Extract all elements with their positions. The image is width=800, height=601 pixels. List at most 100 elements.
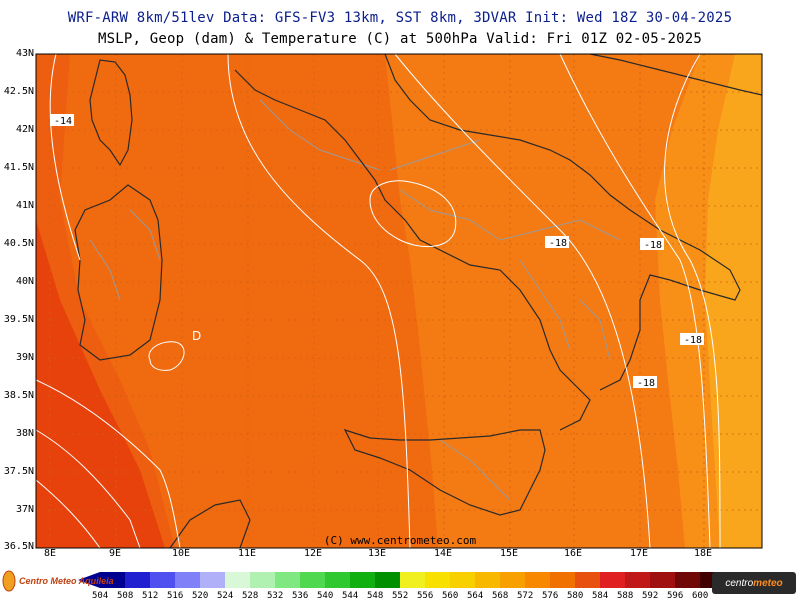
colorbar-label: 600 (692, 591, 709, 601)
graticule (36, 54, 762, 548)
corsica-coast (89, 59, 133, 167)
lat-label-43: 43N (15, 48, 34, 59)
lat-label-41-5: 41.5N (3, 162, 34, 173)
lat-label-37: 37N (15, 504, 34, 515)
colorbar-cell (350, 572, 376, 588)
geopotential-contours (35, 53, 721, 549)
colorbar-cell (200, 572, 226, 588)
colorbar-label: 536 (292, 591, 309, 601)
colorbar-cell (600, 572, 626, 588)
colorbar-cell (400, 572, 426, 588)
colorbar-label: 520 (192, 591, 209, 601)
isotherm-label-5: -18 (637, 378, 655, 389)
colorbar-cell (625, 572, 651, 588)
colorbar-cell (475, 572, 501, 588)
colorbar-cell (525, 572, 551, 588)
colorbar-left-arrow (78, 572, 100, 588)
band-582 (36, 220, 165, 548)
lon-label-16: 16E (564, 548, 583, 559)
colorbar-label: 572 (517, 591, 534, 601)
colorbar-cell (450, 572, 476, 588)
colorbar (78, 572, 745, 588)
header-line-2: MSLP, Geop (dam) & Temperature (C) at 50… (97, 31, 702, 47)
colorbar-label: 544 (342, 591, 359, 601)
colorbar-cell (225, 572, 251, 588)
colorbar-label: 596 (667, 591, 684, 601)
sicily-coast (343, 428, 546, 516)
colorbar-label: 580 (567, 591, 584, 601)
lon-label-15: 15E (500, 548, 519, 559)
colorbar-label: 508 (117, 591, 134, 601)
colorbar-cell (300, 572, 326, 588)
sardinia-coast (74, 184, 163, 361)
low-pressure-marker: D (192, 329, 201, 343)
colorbar-cell (375, 572, 401, 588)
lat-label-38-5: 38.5N (3, 390, 34, 401)
colorbar-label: 576 (542, 591, 559, 601)
logo-left-text: Centro Meteo Aquileia (19, 576, 114, 586)
lon-label-11: 11E (238, 548, 257, 559)
lon-label-14: 14E (434, 548, 453, 559)
logo-right-text-b: meteo (753, 577, 783, 589)
colorbar-cell (150, 572, 176, 588)
label-box-3 (640, 238, 664, 250)
logo-left-icon (2, 570, 16, 592)
lon-label-9: 9E (109, 548, 122, 559)
lat-label-40-5: 40.5N (3, 238, 34, 249)
region-boundaries (89, 99, 621, 501)
colorbar-cell (425, 572, 451, 588)
colorbar-cells (100, 572, 726, 588)
lat-label-42: 42N (15, 124, 34, 135)
lon-label-17: 17E (630, 548, 649, 559)
colorbar-label: 528 (242, 591, 259, 601)
colorbar-cell (275, 572, 301, 588)
colorbar-label: 504 (92, 591, 109, 601)
lat-label-39-5: 39.5N (3, 314, 34, 325)
lon-label-8: 8E (44, 548, 57, 559)
tyrrhenian-coast (234, 69, 591, 431)
colorbar-label: 548 (367, 591, 384, 601)
colorbar-cell (650, 572, 676, 588)
colorbar-label: 584 (592, 591, 609, 601)
lat-label-38: 38N (15, 428, 34, 439)
lat-label-36-5: 36.5N (3, 541, 34, 552)
colorbar-label: 512 (142, 591, 159, 601)
watermark: (C) www.centrometeo.com (324, 534, 477, 547)
colorbar-cell (100, 572, 126, 588)
logo-right: centrometeo (712, 572, 796, 594)
band-566 (705, 54, 762, 548)
isotherm-label-1: -14 (54, 116, 72, 127)
isotherm-label-4: -18 (684, 335, 702, 346)
balkan-coast (589, 53, 763, 96)
colorbar-cell (325, 572, 351, 588)
colorbar-label: 568 (492, 591, 509, 601)
lon-label-18: 18E (694, 548, 713, 559)
colorbar-label: 532 (267, 591, 284, 601)
colorbar-cell (125, 572, 151, 588)
logo-left: Centro Meteo Aquileia (2, 570, 114, 592)
colorbar-cell (250, 572, 276, 588)
colorbar-cell (675, 572, 701, 588)
colorbar-label: 588 (617, 591, 634, 601)
header-line-1: WRF-ARW 8km/51lev Data: GFS-FV3 13km, SS… (67, 10, 733, 26)
lon-label-13: 13E (368, 548, 387, 559)
lat-label-42-5: 42.5N (3, 86, 34, 97)
label-box-1 (50, 114, 74, 126)
label-box-2 (545, 236, 569, 248)
logo-right-text-a: centro (725, 577, 754, 589)
colorbar-label: 564 (467, 591, 484, 601)
colorbar-label: 560 (442, 591, 459, 601)
tunisia-coast (169, 499, 251, 549)
colorbar-cell (550, 572, 576, 588)
colorbar-label: 592 (642, 591, 659, 601)
isotherm-label-2: -18 (549, 238, 567, 249)
isotherm-labels: -14 -18 -18 -18 -18 (50, 114, 704, 389)
isotherm-label-3: -18 (644, 240, 662, 251)
label-box-4 (680, 333, 704, 345)
colorbar-cell (500, 572, 526, 588)
colorbar-label: 540 (317, 591, 334, 601)
colorbar-label: 556 (417, 591, 434, 601)
lat-label-37-5: 37.5N (3, 466, 34, 477)
colorbar-label: 516 (167, 591, 184, 601)
